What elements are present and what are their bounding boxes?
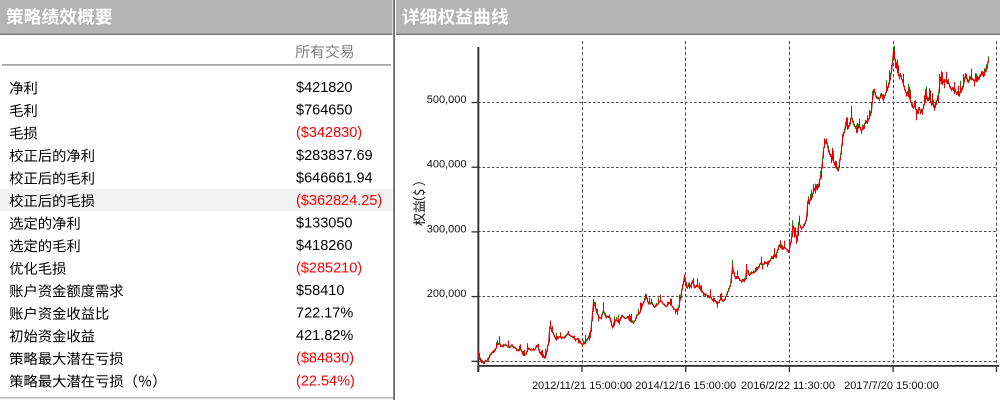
svg-text:2016/2/22 11:30:00: 2016/2/22 11:30:00 [741, 380, 835, 392]
svg-text:$418260: $418260 [296, 238, 352, 254]
svg-text:2014/12/16 15:00:00: 2014/12/16 15:00:00 [635, 380, 736, 392]
svg-text:$133050: $133050 [296, 215, 352, 231]
svg-text:($362824.25): ($362824.25) [296, 193, 382, 209]
svg-text:2017/7/20 15:00:00: 2017/7/20 15:00:00 [844, 380, 939, 392]
svg-text:(22.54%): (22.54%) [296, 373, 355, 389]
svg-text:400,000: 400,000 [427, 159, 467, 171]
svg-text:200,000: 200,000 [427, 288, 467, 300]
svg-text:$764650: $764650 [296, 103, 352, 119]
svg-text:500,000: 500,000 [427, 94, 467, 106]
svg-text:($285210): ($285210) [296, 261, 362, 277]
svg-text:($342830): ($342830) [296, 125, 362, 141]
svg-text:421.82%: 421.82% [296, 328, 353, 344]
svg-text:300,000: 300,000 [427, 223, 467, 235]
svg-text:$58410: $58410 [296, 283, 344, 299]
svg-text:($84830): ($84830) [296, 351, 354, 367]
svg-text:$421820: $421820 [296, 80, 352, 96]
svg-text:$283837.69: $283837.69 [296, 148, 373, 164]
svg-text:2012/11/21 15:00:00: 2012/11/21 15:00:00 [532, 380, 632, 392]
svg-text:722.17%: 722.17% [296, 306, 353, 322]
svg-text:$646661.94: $646661.94 [296, 170, 373, 186]
